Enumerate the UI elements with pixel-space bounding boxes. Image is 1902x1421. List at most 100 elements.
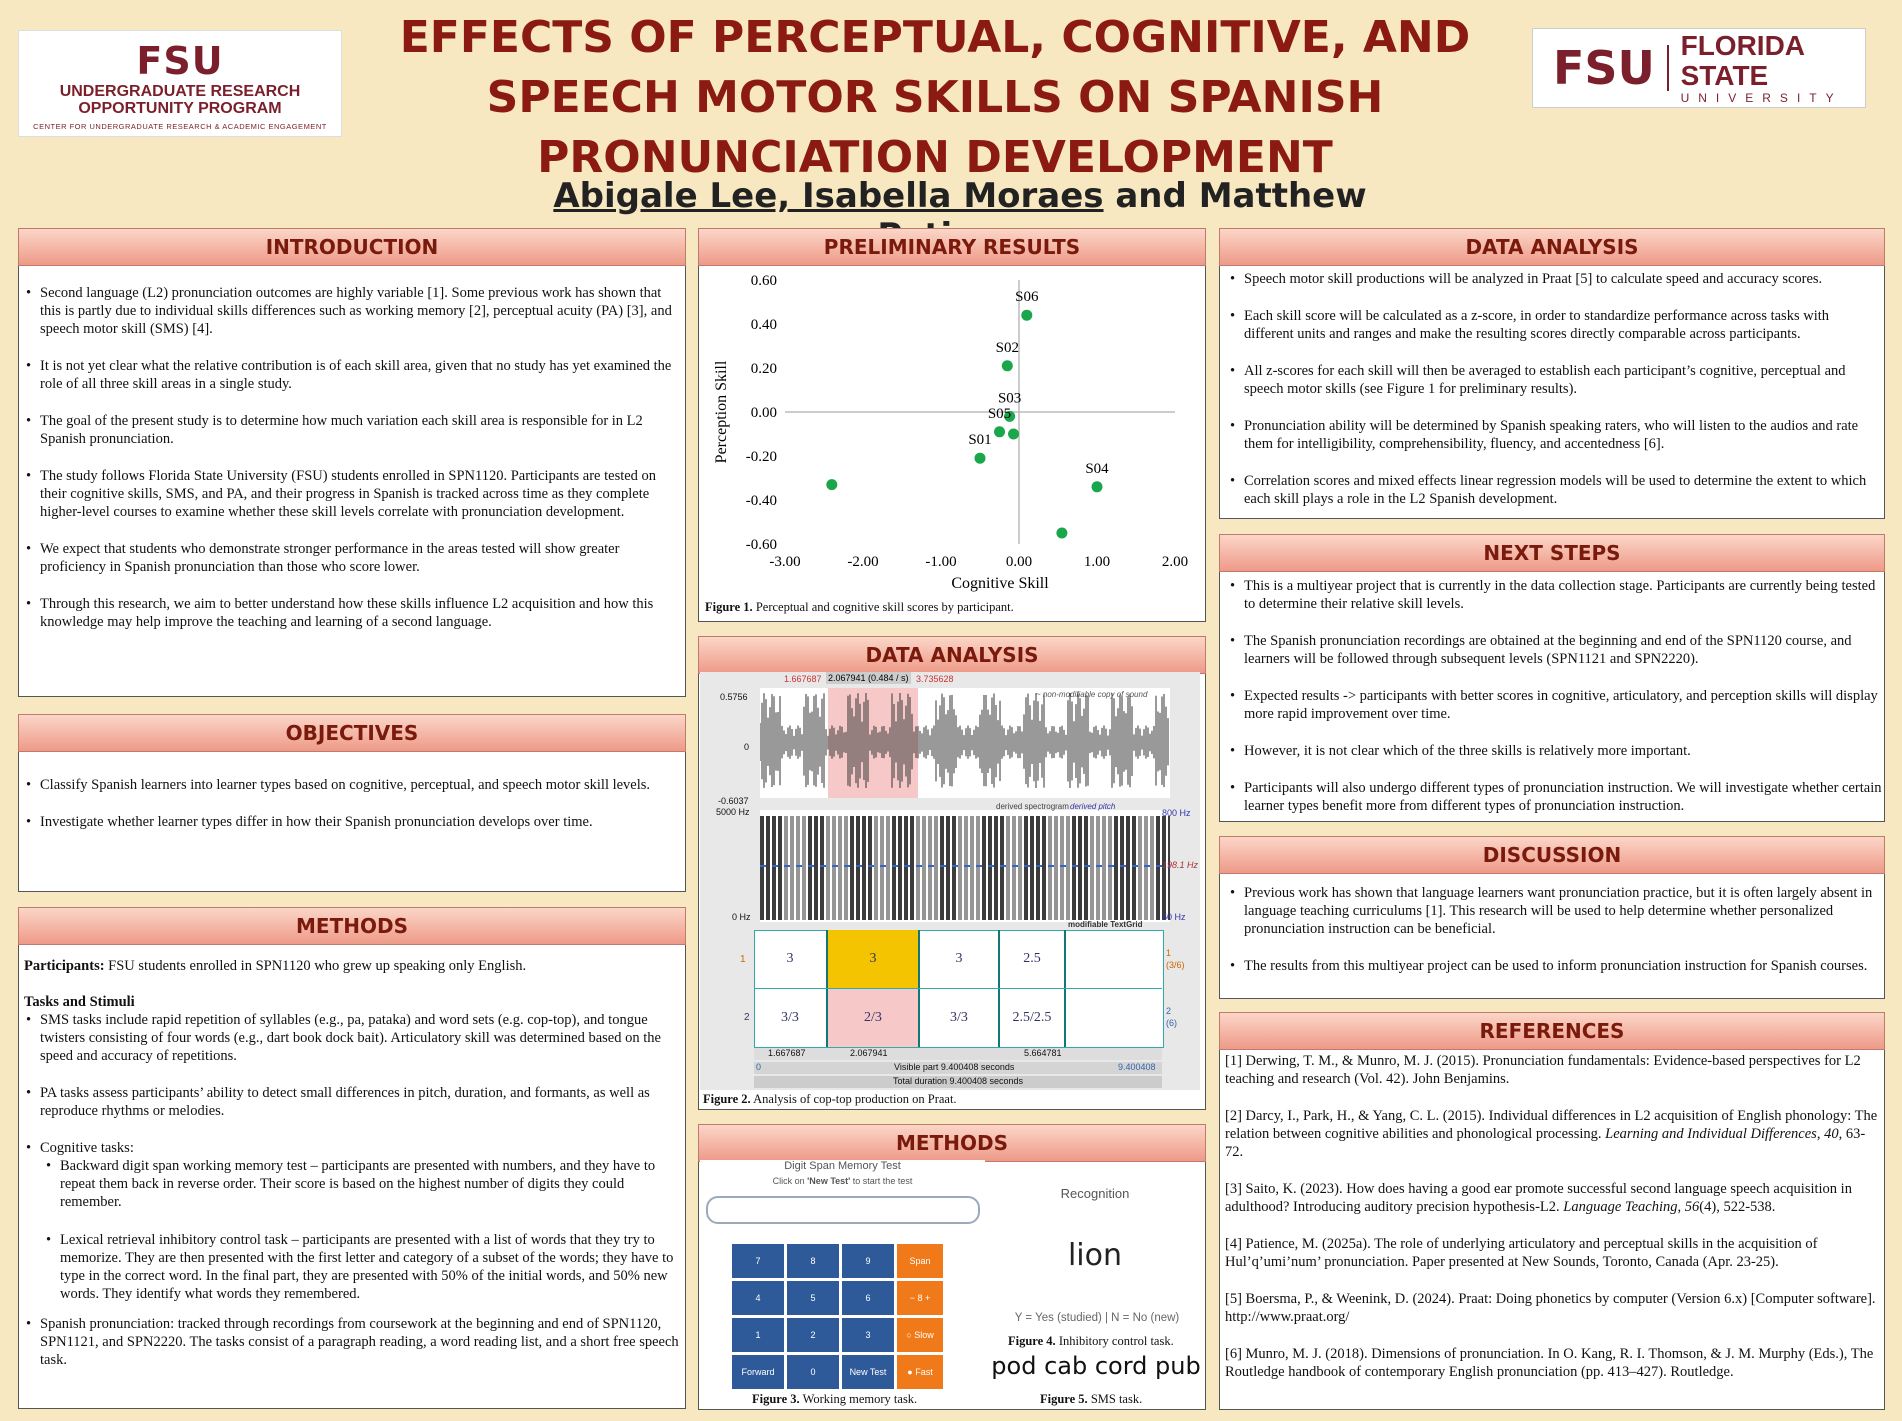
- praat-spectrogram: [760, 810, 1170, 922]
- y-tick-label: 0.20: [751, 361, 777, 377]
- data-point: [1004, 410, 1016, 422]
- intro-item: The goal of the present study is to dete…: [26, 412, 678, 448]
- reference-2-text: [2] Darcy, I., Park, H., & Yang, C. L. (…: [1225, 1108, 1878, 1142]
- spectrogram-band: [1108, 816, 1112, 920]
- data-point: [974, 452, 986, 464]
- spectrogram-band: [1120, 816, 1124, 920]
- data-point: [826, 479, 838, 491]
- logo-line-1: UNDERGRADUATE RESEARCH: [59, 83, 301, 100]
- visible-end: 9.400408: [1118, 1062, 1156, 1072]
- spectrogram-band: [886, 816, 890, 920]
- spectrogram-band: [844, 816, 848, 920]
- praat-textgrid: [754, 930, 1164, 1048]
- key-4[interactable]: 4: [732, 1281, 784, 1315]
- tier2-cell: 2.5/2.5: [1000, 989, 1066, 1047]
- next-steps-body: This is a multiyear project that is curr…: [1222, 577, 1882, 834]
- spectrogram-band: [988, 816, 992, 920]
- references-panel: [1219, 1046, 1885, 1410]
- spectrogram-band: [880, 816, 884, 920]
- spectrogram-band: [928, 816, 932, 920]
- reference-3-pages: (4), 522-538.: [1699, 1199, 1776, 1215]
- praat-total-row: Total duration 9.400408 seconds: [754, 1076, 1162, 1088]
- methods-heading: METHODS: [18, 907, 686, 945]
- fsu-logo: FSU FLORIDA STATE UNIVERSITY: [1532, 28, 1866, 108]
- data-analysis-right-heading: DATA ANALYSIS: [1219, 228, 1885, 266]
- waveform-trace: [760, 693, 1169, 788]
- spectrogram-band: [952, 816, 956, 920]
- logo-fsu-mark: FSU: [136, 39, 224, 83]
- spectrogram-band: [850, 816, 854, 920]
- key-9[interactable]: 9: [842, 1244, 894, 1278]
- spectrogram-band: [1162, 816, 1166, 920]
- spectrogram-band: [1132, 816, 1136, 920]
- intro-item: Through this research, we aim to better …: [26, 595, 678, 631]
- next-step-item: Expected results -> participants with be…: [1230, 687, 1882, 723]
- span-label: Span: [897, 1244, 943, 1278]
- next-steps-heading: NEXT STEPS: [1219, 534, 1885, 572]
- spectrogram-band: [868, 816, 872, 920]
- key-5[interactable]: 5: [787, 1281, 839, 1315]
- figure1-caption: Figure 1. Perceptual and cognitive skill…: [705, 600, 1200, 615]
- spectrogram-trace: [760, 816, 1170, 920]
- praat-pitch-top: 800 Hz: [1162, 808, 1191, 818]
- spectrogram-band: [1090, 816, 1094, 920]
- tier2-right-label-2: (6): [1166, 1018, 1177, 1028]
- time-2: 2.067941: [850, 1048, 888, 1058]
- digit-keypad: 7 8 9 Span 4 5 6 − 8 + 1 2 3 ○ Slow Forw…: [732, 1244, 982, 1392]
- discussion-item: Previous work has shown that language le…: [1230, 884, 1882, 938]
- cognitive-label: Cognitive tasks:: [40, 1140, 134, 1156]
- discussion-body: Previous work has shown that language le…: [1222, 884, 1882, 994]
- key-6[interactable]: 6: [842, 1281, 894, 1315]
- textgrid-tier-2: 3/3 2/3 3/3 2.5/2.5: [754, 988, 1162, 1047]
- visible-start: 0: [756, 1062, 762, 1072]
- reference-3-sep: ,: [1677, 1199, 1685, 1215]
- spectrogram-band: [1066, 816, 1070, 920]
- spectrogram-band: [772, 816, 776, 920]
- recognition-word: lion: [1067, 1238, 1123, 1273]
- spectrogram-band: [1096, 816, 1100, 920]
- spectrogram-band: [790, 816, 794, 920]
- tier1-cell-selected: 3: [828, 930, 920, 988]
- figure3-text: Working memory task.: [799, 1392, 918, 1406]
- spectrogram-band: [1024, 816, 1028, 920]
- key-3[interactable]: 3: [842, 1318, 894, 1352]
- digit-span-title: Digit Span Memory Test: [784, 1160, 901, 1172]
- spectrogram-band: [1006, 816, 1010, 920]
- intro-item: We expect that students who demonstrate …: [26, 540, 678, 576]
- preliminary-heading: PRELIMINARY RESULTS: [698, 228, 1206, 266]
- key-1[interactable]: 1: [732, 1318, 784, 1352]
- logo-line-2: OPPORTUNITY PROGRAM: [78, 100, 282, 117]
- key-2[interactable]: 2: [787, 1318, 839, 1352]
- fast-radio[interactable]: ● Fast: [897, 1355, 943, 1389]
- spectrogram-band: [832, 816, 836, 920]
- reference-2-pages: , 63-72.: [1225, 1126, 1866, 1160]
- digit-input[interactable]: [705, 1196, 980, 1224]
- praat-amp-top: 0.5756: [720, 692, 748, 702]
- preliminary-panel: [698, 245, 1206, 622]
- next-step-item: This is a multiyear project that is curr…: [1230, 577, 1882, 613]
- praat-amp-zero: 0: [744, 742, 750, 752]
- x-tick-label: -1.00: [925, 554, 956, 570]
- praat-note: ~ non-modifiable copy of sound: [1036, 690, 1148, 699]
- new-test-button[interactable]: New Test: [842, 1355, 894, 1389]
- span-stepper[interactable]: − 8 +: [897, 1281, 943, 1315]
- fsu-logo-line-1: FLORIDA STATE: [1680, 30, 1804, 91]
- key-8[interactable]: 8: [787, 1244, 839, 1278]
- spectrogram-band: [1156, 816, 1160, 920]
- x-tick-label: -2.00: [847, 554, 878, 570]
- spectrogram-band: [820, 816, 824, 920]
- tier2-cell: 3/3: [920, 989, 1000, 1047]
- figure5-label: Figure 5.: [1040, 1392, 1088, 1406]
- participants-text: FSU students enrolled in SPN1120 who gre…: [104, 958, 527, 974]
- pa-item: PA tasks assess participants’ ability to…: [26, 1084, 680, 1120]
- spectrogram-band: [1150, 816, 1154, 920]
- praat-visible-row: 0 Visible part 9.400408 seconds 9.400408: [754, 1062, 1162, 1074]
- key-0[interactable]: 0: [787, 1355, 839, 1389]
- slow-radio[interactable]: ○ Slow: [897, 1318, 943, 1352]
- reference-2-sep: ,: [1816, 1126, 1825, 1142]
- tier1-left-label: 1: [740, 954, 746, 965]
- key-7[interactable]: 7: [732, 1244, 784, 1278]
- analysis-item: Speech motor skill productions will be a…: [1230, 270, 1882, 288]
- methods-mid-heading: METHODS: [698, 1124, 1206, 1162]
- forward-button[interactable]: Forward: [732, 1355, 784, 1389]
